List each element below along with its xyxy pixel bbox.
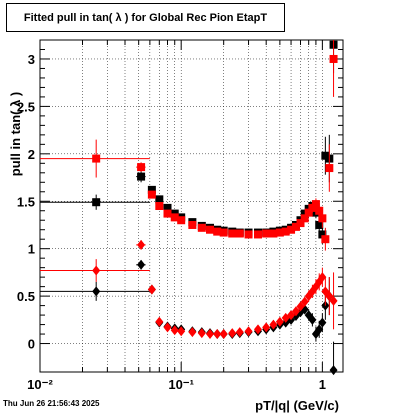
data-point-square — [235, 229, 244, 238]
y-tick-label: 0.5 — [17, 289, 35, 304]
data-point-square — [155, 195, 164, 204]
data-point-square — [92, 198, 101, 207]
timestamp: Thu Jun 26 21:56:43 2025 — [3, 399, 100, 408]
data-point-square — [155, 202, 164, 210]
y-tick-label: 0 — [28, 337, 35, 352]
x-tick-label: 10⁻² — [27, 377, 53, 392]
data-point-diamond — [291, 306, 300, 317]
data-point-diamond — [206, 329, 215, 340]
data-point-square — [315, 220, 324, 229]
data-point-diamond — [329, 295, 338, 306]
data-point-square — [281, 227, 290, 236]
data-point-square — [321, 235, 330, 244]
x-tick-label: 1 — [319, 377, 326, 392]
data-point-square — [311, 200, 320, 209]
data-point-diamond — [325, 291, 334, 302]
y-tick-label: 2.5 — [17, 99, 35, 114]
data-point-diamond — [188, 327, 197, 338]
data-point-diamond — [177, 326, 186, 337]
data-point-diamond — [308, 314, 317, 325]
data-point-square — [325, 164, 334, 173]
data-point-square — [197, 223, 206, 232]
data-point-diamond — [155, 316, 164, 327]
data-point-diamond — [315, 324, 324, 335]
data-point-diamond — [275, 316, 284, 327]
data-point-diamond — [318, 317, 327, 328]
data-point-square — [137, 163, 146, 172]
data-point-square — [318, 214, 327, 223]
data-point-square — [244, 230, 253, 239]
data-point-square — [177, 216, 186, 225]
data-point-diamond — [92, 286, 101, 297]
data-point-square — [163, 209, 172, 218]
data-point-diamond — [147, 284, 156, 295]
data-point-diamond — [197, 328, 206, 339]
data-point-square — [137, 172, 146, 181]
data-point-square — [304, 208, 313, 217]
data-point-square — [228, 229, 237, 238]
data-point-square — [329, 54, 338, 63]
data-point-square — [300, 214, 309, 223]
data-point-diamond — [235, 327, 244, 338]
y-tick-label: 1.5 — [17, 194, 35, 209]
data-point-diamond — [92, 265, 101, 276]
chart-title: Fitted pull in tan( λ ) for Global Rec P… — [6, 3, 285, 32]
data-point-diamond — [318, 272, 327, 283]
data-point-square — [163, 203, 172, 212]
data-point-square — [287, 225, 296, 234]
data-point-square — [318, 230, 327, 239]
data-point-square — [188, 220, 197, 229]
data-point-diamond — [170, 325, 179, 336]
data-marks — [40, 40, 338, 376]
data-point-square — [219, 228, 228, 237]
data-point-square — [170, 213, 179, 222]
data-point-diamond — [137, 259, 146, 270]
axes: 10⁻² 10⁻¹ 1 0 0.5 1 1.5 2 2.5 3 — [17, 39, 344, 392]
data-point-diamond — [296, 301, 305, 312]
data-point-diamond — [269, 319, 278, 330]
data-point-square — [206, 225, 215, 234]
data-point-square — [147, 190, 156, 199]
data-point-square — [275, 228, 284, 237]
y-tick-label: 2 — [28, 147, 35, 162]
data-point-diamond — [253, 324, 262, 335]
data-point-diamond — [219, 329, 228, 340]
x-axis-label: pT/|q| (GeV/c) — [255, 398, 339, 413]
data-point-diamond — [163, 322, 172, 333]
x-tick-label: 10⁻¹ — [168, 377, 194, 392]
data-point-diamond — [262, 322, 271, 333]
data-point-square — [296, 219, 305, 228]
y-tick-label: 3 — [28, 52, 35, 67]
data-point-square — [262, 229, 271, 238]
data-point-diamond — [213, 329, 222, 340]
data-point-square — [213, 227, 222, 236]
data-point-diamond — [228, 328, 237, 339]
data-point-diamond — [329, 365, 338, 376]
data-point-square — [92, 154, 101, 163]
data-point-diamond — [137, 239, 146, 250]
data-point-diamond — [300, 296, 309, 307]
plot-frame — [39, 39, 344, 373]
data-point-square — [291, 222, 300, 231]
y-tick-label: 1 — [28, 242, 35, 257]
data-point-square — [269, 229, 278, 238]
data-point-diamond — [244, 326, 253, 337]
data-point-square — [147, 185, 156, 194]
data-point-square — [315, 206, 324, 215]
y-axis-label: pull in tan( λ ) — [8, 92, 23, 177]
data-point-square — [253, 230, 262, 239]
grid-lines — [39, 40, 343, 372]
